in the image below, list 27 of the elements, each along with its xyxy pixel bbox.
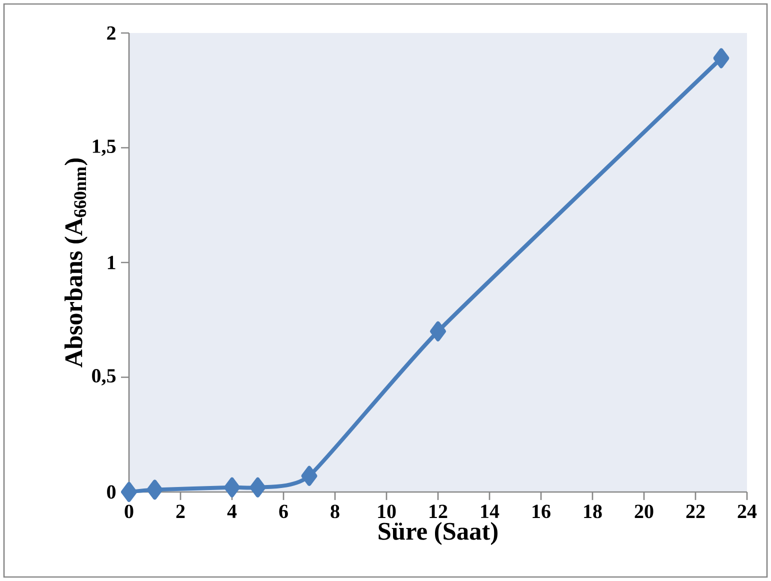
point bbox=[224, 477, 240, 498]
x-tick-label: 6 bbox=[279, 504, 288, 518]
x-tick-label: 22 bbox=[686, 504, 705, 518]
y-tick-label: 0 bbox=[107, 485, 116, 499]
point bbox=[250, 477, 266, 498]
y-tick-label: 1 bbox=[108, 256, 116, 270]
point bbox=[713, 48, 730, 68]
x-tick-label: 24 bbox=[738, 504, 757, 518]
x-tick-label: 16 bbox=[532, 504, 550, 518]
x-tick-label: 10 bbox=[378, 504, 396, 518]
x-tick-label: 18 bbox=[584, 504, 602, 518]
point bbox=[430, 321, 446, 342]
x-tick-label: 4 bbox=[227, 504, 237, 518]
x-tick-label: 2 bbox=[176, 504, 185, 518]
x-tick-label: 12 bbox=[430, 504, 448, 518]
y-tick-label: 0,5 bbox=[92, 369, 116, 386]
point bbox=[301, 466, 318, 486]
y-tick-label: 2 bbox=[107, 26, 116, 40]
y-axis-title: Absorbans (A$_{660nm}$) bbox=[64, 158, 88, 368]
x-tick-label: 20 bbox=[634, 504, 654, 518]
x-axis-title: Süre (Saat) bbox=[378, 522, 498, 545]
y-tick-label: 1,5 bbox=[92, 140, 116, 156]
point bbox=[146, 480, 163, 500]
x-tick-label: 8 bbox=[330, 504, 340, 518]
x-tick-label: 0 bbox=[124, 504, 134, 518]
x-tick-label: 14 bbox=[481, 504, 500, 518]
point bbox=[121, 482, 138, 502]
